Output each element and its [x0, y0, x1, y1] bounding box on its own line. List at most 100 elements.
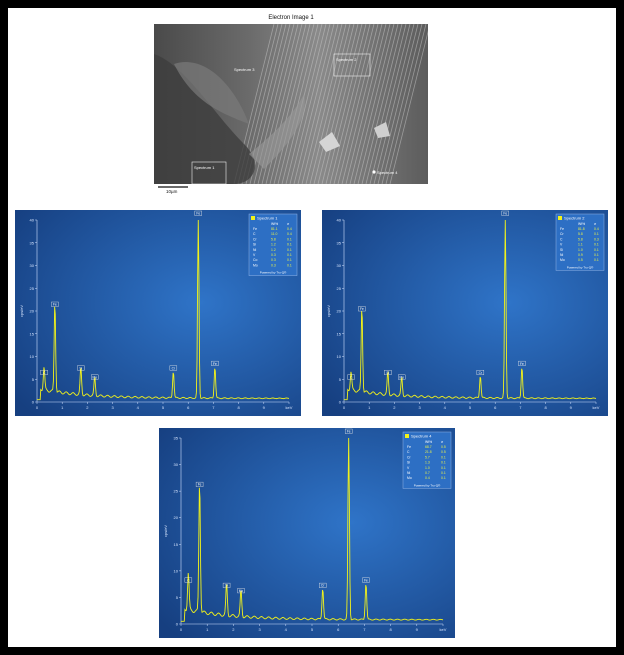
y-axis-label: cps/eV [19, 305, 24, 318]
legend-cell: 11.0 [271, 232, 277, 236]
legend-cell: 0.3 [271, 253, 276, 257]
x-tick-label: 5 [162, 405, 165, 410]
legend-cell: 0.1 [594, 243, 599, 247]
peak-label-box [184, 577, 193, 583]
legend-cell: Mo [560, 258, 565, 262]
y-tick-label: 10 [174, 568, 179, 573]
legend-cell: 5.7 [425, 455, 430, 459]
legend-box [248, 213, 298, 276]
legend-cell: 21.8 [425, 450, 432, 454]
x-tick-label: 5 [311, 627, 314, 632]
legend-cell: 1.0 [425, 466, 430, 470]
peak-label: C [187, 578, 190, 582]
spectrum-4-chart: 0 5 10 15 20 25 30 35 0 1 2 3 4 5 6 7 8 9 keV cps/eV C Fe Si Mo… [159, 428, 455, 638]
peak-label-box [222, 582, 231, 588]
legend-cell: 0.3 [271, 263, 276, 267]
x-tick-label: 1 [206, 627, 209, 632]
y-tick-label: 5 [339, 377, 342, 382]
legend-cell: Si [407, 461, 410, 465]
peak-label-box [362, 577, 370, 583]
y-tick-label: 15 [174, 542, 179, 547]
peak-label-box [237, 588, 245, 594]
legend-title: Spectrum 4 [411, 434, 432, 439]
legend-cell: 0.1 [287, 248, 292, 252]
legend-cell: Cr [407, 455, 411, 459]
legend-cell: 0.1 [287, 237, 292, 241]
x-tick-label: 4 [285, 627, 288, 632]
scale-bar-label: 10µm [166, 189, 178, 194]
legend-cell: 1.2 [271, 248, 276, 252]
spectrum-line [181, 437, 444, 622]
peak-label: Fe [364, 578, 368, 582]
peak-label-box [358, 306, 366, 312]
legend-cell: Mo [407, 476, 412, 480]
legend-cell: 1.3 [425, 461, 430, 465]
legend-cell: 0.1 [441, 461, 446, 465]
peak-label: Mo [239, 589, 244, 593]
legend-cell: 0.1 [287, 263, 292, 267]
legend-cell: Co [253, 258, 257, 262]
peak-label: Si [79, 366, 82, 370]
legend-cell: 0.4 [594, 227, 599, 231]
peak-label: Fe [360, 307, 364, 311]
y-tick-label: 20 [337, 309, 342, 314]
x-tick-label: 7 [519, 405, 522, 410]
legend-cell: 1.0 [578, 248, 583, 252]
peak-label: Fe [53, 303, 57, 307]
electron-image-panel: Electron Image 1 Spectrum 1 Spectrum 2 S… [154, 14, 428, 194]
peak-label-box [384, 370, 392, 375]
peak-label: Fe [196, 212, 200, 216]
legend-cell: 0.1 [441, 455, 446, 459]
legend-cell: 0.4 [425, 476, 430, 480]
legend-cell: 0.1 [287, 253, 292, 257]
peak-label: C [43, 371, 46, 375]
legend-cell: 0.4 [287, 227, 292, 231]
x-tick-label: 2 [232, 627, 235, 632]
peak-label: Mo [92, 375, 97, 379]
legend-cell: Si [560, 248, 563, 252]
legend-cell: Cr [253, 237, 257, 241]
y-tick-label: 30 [174, 462, 179, 467]
peak-label: Cr [479, 371, 483, 375]
x-tick-label: 4 [444, 405, 447, 410]
peak-label: Cr [172, 366, 176, 370]
peak-label: Cr [321, 584, 325, 588]
legend-cell: 0.5 [441, 450, 446, 454]
y-tick-label: 5 [32, 377, 35, 382]
legend-cell: C [253, 232, 256, 236]
legend-cell: Fe [253, 227, 257, 231]
legend-cell: 0.1 [594, 253, 599, 257]
peak-label: Mo [399, 375, 404, 379]
x-tick-label: 7 [363, 627, 366, 632]
legend-footer: Powered by Tru-Q® [414, 483, 441, 487]
y-tick-label: 30 [30, 263, 35, 268]
legend-footer: Powered by Tru-Q® [567, 265, 594, 269]
peak-label-box [518, 360, 526, 366]
peak-label: Fe [503, 212, 507, 216]
y-tick-label: 0 [176, 622, 179, 627]
y-tick-label: 35 [30, 240, 35, 245]
peak-label-box [398, 374, 406, 380]
x-tick-label: 9 [263, 405, 266, 410]
legend-title: Spectrum 2 [564, 216, 585, 221]
x-tick-label: 8 [237, 405, 240, 410]
legend-cell: 68.7 [425, 445, 432, 449]
y-tick-label: 35 [337, 240, 342, 245]
legend-cell: Ni [560, 253, 563, 257]
y-tick-label: 5 [176, 595, 179, 600]
peak-label: C [350, 375, 353, 379]
sem-label-spectrum-4: Spectrum 4 [377, 170, 398, 175]
x-tick-label: 1 [368, 405, 371, 410]
y-tick-label: 25 [337, 286, 342, 291]
legend-cell: 81.1 [271, 227, 278, 231]
peak-label-box [347, 374, 355, 380]
x-tick-label: 9 [570, 405, 573, 410]
x-tick-label: 7 [212, 405, 215, 410]
x-tick-label: keV [286, 405, 293, 410]
legend-cell: C [560, 237, 563, 241]
x-tick-label: 3 [418, 405, 421, 410]
legend-cell: 81.8 [578, 227, 585, 231]
legend-cell: 5.8 [578, 232, 583, 236]
x-tick-label: 8 [544, 405, 547, 410]
x-tick-label: 2 [393, 405, 396, 410]
